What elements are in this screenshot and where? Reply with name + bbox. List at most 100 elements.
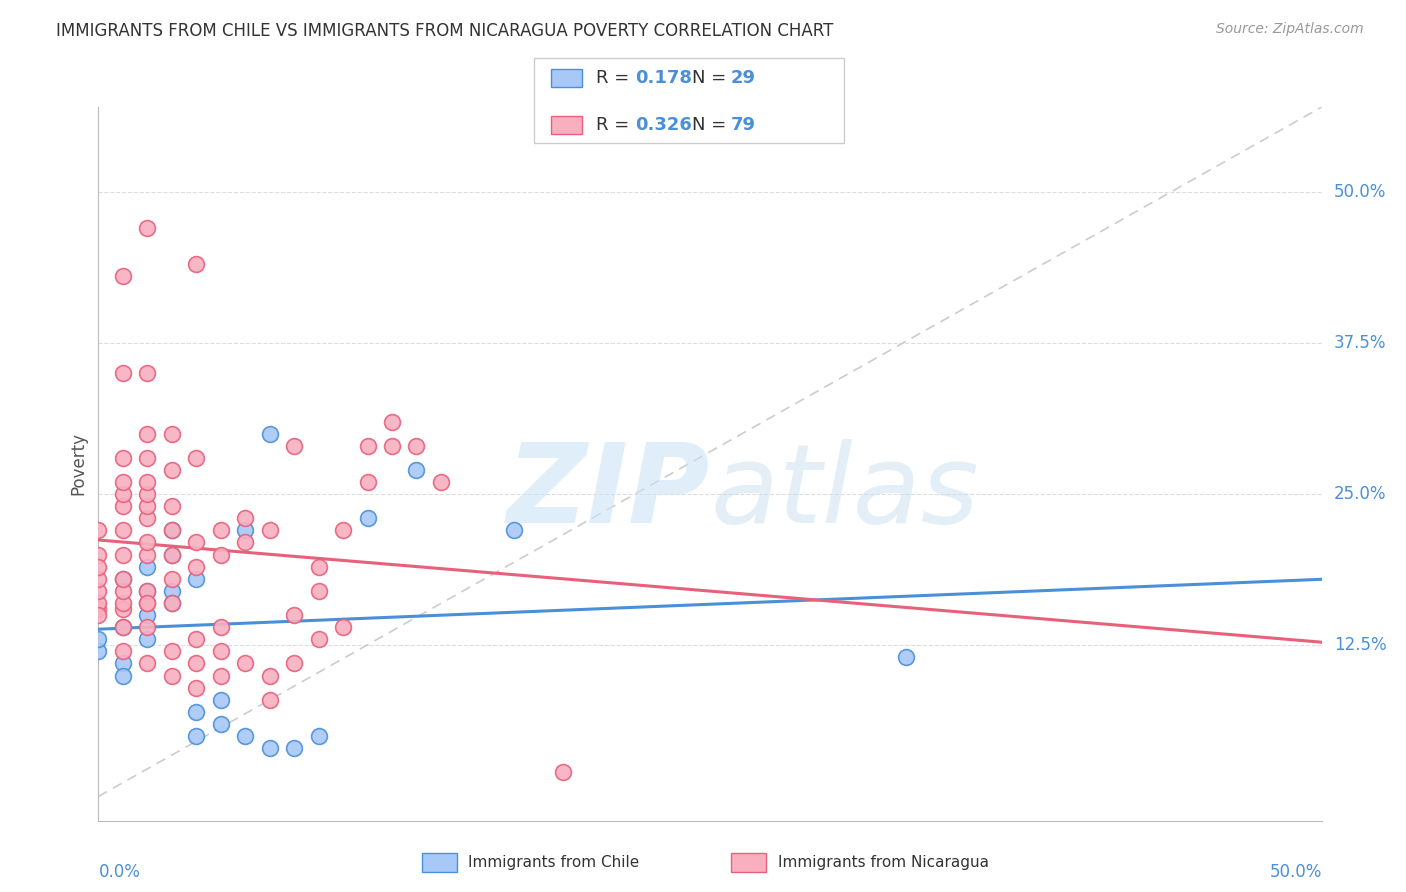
Point (283, 607, 305, 622)
Point (136, 657, 159, 671)
Point (259, 426, 281, 441)
Point (186, 657, 208, 671)
Point (136, 475, 159, 489)
Point (405, 463, 427, 477)
Point (111, 644, 134, 658)
Point (136, 596, 159, 610)
Text: 0.178: 0.178 (636, 69, 693, 87)
Point (233, 524, 256, 538)
Point (111, 620, 134, 634)
Text: 25.0%: 25.0% (1334, 485, 1386, 503)
Point (553, 765, 575, 780)
Point (111, 450, 134, 465)
Point (233, 511, 256, 525)
Text: 29: 29 (731, 69, 756, 87)
Point (259, 524, 281, 538)
Text: 0.0%: 0.0% (98, 863, 141, 881)
Point (136, 535, 159, 549)
Point (160, 572, 183, 586)
Point (87, 524, 110, 538)
Point (136, 366, 159, 380)
Point (160, 524, 183, 538)
Point (111, 596, 134, 610)
Point (308, 583, 330, 598)
Text: ZIP: ZIP (506, 439, 710, 546)
Point (283, 741, 305, 756)
Point (283, 657, 305, 671)
Point (209, 717, 232, 731)
Point (233, 657, 256, 671)
Point (259, 741, 281, 756)
Text: N =: N = (692, 116, 731, 134)
Point (356, 475, 378, 489)
Point (308, 559, 330, 574)
Point (209, 524, 232, 538)
Text: Immigrants from Nicaragua: Immigrants from Nicaragua (778, 855, 988, 870)
Point (160, 548, 183, 562)
Text: 0.326: 0.326 (636, 116, 692, 134)
Point (111, 366, 134, 380)
Text: 50.0%: 50.0% (1334, 183, 1386, 201)
Point (186, 632, 208, 647)
Point (186, 450, 208, 465)
Point (186, 729, 208, 743)
Point (136, 487, 159, 501)
Point (136, 499, 159, 513)
Point (111, 602, 134, 616)
Point (136, 559, 159, 574)
Point (136, 596, 159, 610)
Point (259, 668, 281, 682)
Point (209, 620, 232, 634)
Point (136, 583, 159, 598)
Y-axis label: Poverty: Poverty (69, 433, 87, 495)
Point (405, 439, 427, 453)
Text: 37.5%: 37.5% (1334, 334, 1386, 351)
Point (283, 439, 305, 453)
Point (87, 602, 110, 616)
Text: R =: R = (596, 69, 636, 87)
Point (136, 426, 159, 441)
Text: 79: 79 (731, 116, 756, 134)
Point (186, 257, 208, 271)
Text: Immigrants from Chile: Immigrants from Chile (468, 855, 640, 870)
Point (111, 620, 134, 634)
Point (87, 632, 110, 647)
Point (87, 644, 110, 658)
Point (87, 596, 110, 610)
Point (430, 475, 453, 489)
Point (160, 499, 183, 513)
Point (160, 644, 183, 658)
Point (160, 463, 183, 477)
Point (308, 729, 330, 743)
Text: 50.0%: 50.0% (1270, 863, 1322, 881)
Point (186, 681, 208, 695)
Point (160, 524, 183, 538)
Point (87, 548, 110, 562)
Point (209, 668, 232, 682)
Point (381, 415, 404, 429)
Point (160, 583, 183, 598)
Point (186, 535, 208, 549)
Point (87, 572, 110, 586)
Text: 12.5%: 12.5% (1334, 636, 1386, 654)
Point (332, 620, 354, 634)
Point (186, 559, 208, 574)
Point (111, 548, 134, 562)
Point (894, 650, 917, 665)
Point (87, 559, 110, 574)
Point (111, 475, 134, 489)
Point (233, 729, 256, 743)
Point (332, 524, 354, 538)
Point (160, 426, 183, 441)
Point (160, 596, 183, 610)
Point (356, 511, 378, 525)
Point (111, 499, 134, 513)
Point (111, 668, 134, 682)
Text: Source: ZipAtlas.com: Source: ZipAtlas.com (1216, 22, 1364, 37)
Point (136, 632, 159, 647)
Text: R =: R = (596, 116, 636, 134)
Point (136, 548, 159, 562)
Point (503, 524, 526, 538)
Point (111, 524, 134, 538)
Point (87, 607, 110, 622)
